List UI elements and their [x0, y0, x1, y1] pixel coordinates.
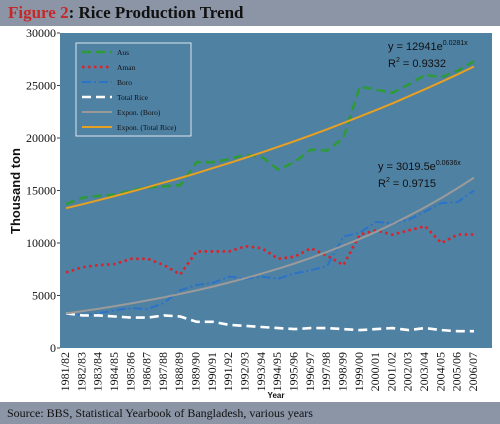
- title-bar: Figure 2: Rice Production Trend: [0, 0, 500, 26]
- x-tick-label: 1991/92: [221, 352, 235, 391]
- legend: Aus Aman Boro Total Rice Expon. (Boro) Expon.…: [75, 42, 192, 137]
- x-tick-label: 2003/04: [417, 352, 431, 391]
- x-tick-label: 1985/86: [123, 352, 137, 391]
- x-tick-label: 2000/01: [368, 352, 382, 391]
- total-equation: y = 12941e0.0281x: [388, 40, 468, 53]
- y-tick-label: 0: [50, 341, 56, 355]
- x-tick-label: 1997/98: [319, 352, 333, 391]
- x-tick-label: 2006/07: [466, 352, 480, 391]
- y-axis-title: Thousand ton: [8, 148, 23, 234]
- x-tick-label: 2004/05: [433, 352, 447, 391]
- figure-title-text: : Rice Production Trend: [68, 3, 244, 22]
- x-tick-label: 1996/97: [303, 352, 317, 391]
- series-line: [65, 224, 474, 276]
- x-axis-title: Year: [268, 391, 285, 400]
- x-tick-label: 1993/94: [254, 352, 268, 391]
- legend-label: Expon. (Boro): [117, 108, 161, 117]
- y-tick-label: 10000: [26, 236, 56, 250]
- x-tick-label: 1981/82: [58, 352, 72, 391]
- series-line: [65, 60, 475, 206]
- legend-label: Aman: [117, 63, 136, 72]
- legend-box: [75, 42, 192, 137]
- x-tick-label: 1998/99: [335, 352, 349, 391]
- y-tick-label: 25000: [26, 79, 56, 93]
- x-tick-label: 1992/93: [238, 352, 252, 391]
- total-r-squared: R2 = 0.9332: [388, 57, 446, 70]
- legend-label: Boro: [117, 78, 132, 87]
- x-tick-label: 1984/85: [107, 352, 121, 391]
- x-tick-label: 1982/83: [74, 352, 88, 391]
- y-tick-label: 15000: [26, 184, 56, 198]
- x-tick-label: 1988/89: [172, 352, 186, 391]
- series-line: [65, 312, 474, 333]
- x-tick-label: 1990/91: [205, 352, 219, 391]
- x-axis-ticks: 1981/82 1982/83 1983/84 1984/85 1985/86 1986/…: [58, 352, 480, 391]
- legend-label: Total Rice: [117, 93, 149, 102]
- x-tick-label: 1989/90: [189, 352, 203, 391]
- y-tick-label: 20000: [26, 131, 56, 145]
- source-bar: Source: BBS, Statistical Yearbook of Ban…: [0, 402, 500, 424]
- x-tick-label: 2002/03: [401, 352, 415, 391]
- legend-label: Aus: [117, 48, 129, 57]
- series-lines: [65, 60, 475, 333]
- y-tick-label: 30000: [26, 26, 56, 40]
- boro-r-squared: R2 = 0.9715: [378, 177, 436, 190]
- legend-label: Expon. (Total Rice): [117, 123, 177, 132]
- x-tick-label: 1999/00: [352, 352, 366, 391]
- series-line: [65, 189, 475, 317]
- x-tick-label: 1987/88: [156, 352, 170, 391]
- x-tick-label: 1994/95: [270, 352, 284, 391]
- y-axis-ticks: 0 5000 10000 15000 20000 25000 30000: [26, 26, 60, 355]
- figure-title: Figure 2: Rice Production Trend: [8, 3, 244, 23]
- source-note: Source: BBS, Statistical Yearbook of Ban…: [7, 406, 313, 420]
- y-tick-label: 5000: [32, 289, 56, 303]
- x-tick-label: 1995/96: [286, 352, 300, 391]
- figure-label: Figure 2: [8, 3, 69, 22]
- x-tick-label: 1986/87: [140, 352, 154, 391]
- series-line: [65, 176, 475, 315]
- x-tick-label: 2005/06: [450, 352, 464, 391]
- x-tick-label: 2001/02: [384, 352, 398, 391]
- series-line: [65, 65, 475, 210]
- boro-equation: y = 3019.5e0.0636x: [378, 160, 461, 173]
- x-tick-label: 1983/84: [91, 352, 105, 391]
